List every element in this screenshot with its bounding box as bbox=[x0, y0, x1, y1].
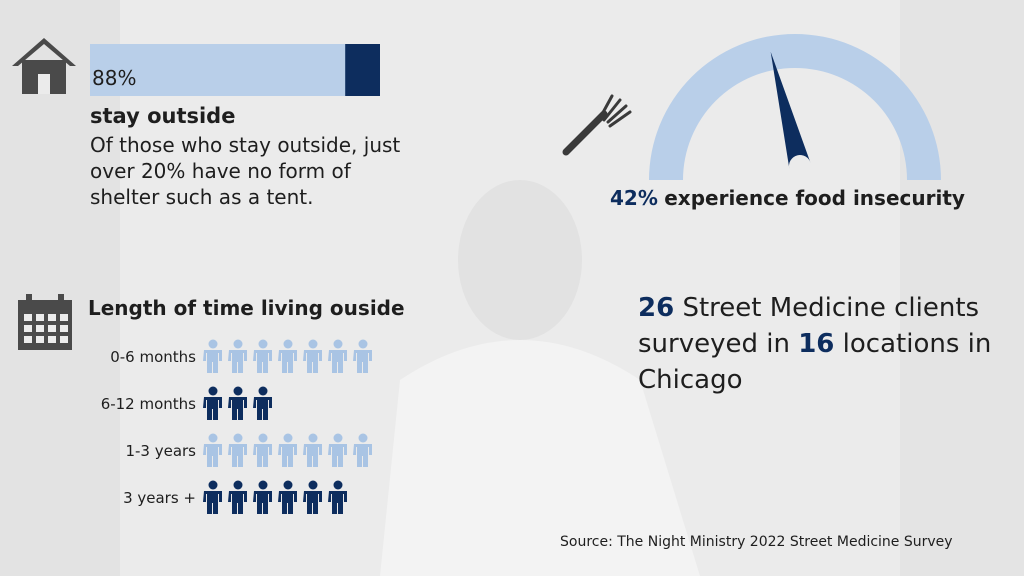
person-icon bbox=[233, 339, 243, 349]
source: Source: The Night Ministry 2022 Street M… bbox=[560, 534, 953, 550]
person-icon bbox=[258, 480, 268, 490]
bar-label: stay outside bbox=[90, 104, 236, 128]
fork-icon bbox=[562, 94, 632, 156]
background-figure bbox=[380, 340, 700, 576]
pictogram-row bbox=[203, 339, 372, 373]
summary-text: locations in Chicago bbox=[638, 329, 992, 395]
locations-count: 16 bbox=[798, 329, 835, 359]
person-icon bbox=[203, 397, 222, 420]
pictogram-row bbox=[203, 386, 272, 420]
person-icon bbox=[278, 491, 297, 514]
person-icon bbox=[353, 350, 372, 373]
person-icon bbox=[333, 480, 343, 490]
row-label: 0-6 months bbox=[110, 348, 196, 366]
person-icon bbox=[253, 397, 272, 420]
background-building bbox=[900, 0, 1024, 576]
person-icon bbox=[258, 386, 268, 396]
person-icon bbox=[233, 386, 243, 396]
person-icon bbox=[233, 480, 243, 490]
person-icon bbox=[203, 444, 222, 467]
summary: 26 Street Medicine clients surveyed in 1… bbox=[638, 290, 998, 398]
pictogram-row bbox=[203, 433, 372, 467]
person-icon bbox=[228, 350, 247, 373]
person-icon bbox=[208, 386, 218, 396]
row-label: 3 years + bbox=[123, 489, 196, 507]
bar bbox=[90, 44, 346, 96]
person-icon bbox=[228, 444, 247, 467]
summary-text: Street Medicine clients surveyed in bbox=[638, 293, 980, 359]
gauge-arc bbox=[649, 34, 941, 180]
person-icon bbox=[278, 350, 297, 373]
person-icon bbox=[203, 350, 222, 373]
person-icon bbox=[208, 433, 218, 443]
clients-count: 26 bbox=[638, 293, 675, 323]
gauge-needle bbox=[770, 51, 811, 169]
person-icon bbox=[328, 444, 347, 467]
person-icon bbox=[353, 444, 372, 467]
person-icon bbox=[233, 433, 243, 443]
person-icon bbox=[253, 444, 272, 467]
bar-value-label: 88% bbox=[92, 66, 137, 90]
person-icon bbox=[203, 491, 222, 514]
gauge-caption: 42% experience food insecurity bbox=[610, 186, 965, 210]
person-icon bbox=[308, 480, 318, 490]
person-icon bbox=[303, 350, 322, 373]
person-icon bbox=[283, 339, 293, 349]
person-icon bbox=[208, 480, 218, 490]
person-icon bbox=[328, 491, 347, 514]
person-icon bbox=[228, 491, 247, 514]
person-icon bbox=[278, 444, 297, 467]
person-icon bbox=[308, 339, 318, 349]
person-icon bbox=[333, 339, 343, 349]
background-figure bbox=[458, 180, 582, 340]
person-icon bbox=[303, 491, 322, 514]
person-icon bbox=[258, 339, 268, 349]
person-icon bbox=[358, 339, 368, 349]
person-icon bbox=[208, 339, 218, 349]
caption: Of those who stay outside, just over 20%… bbox=[90, 133, 401, 209]
pictogram-title: Length of time living ouside bbox=[88, 296, 405, 320]
person-icon bbox=[228, 397, 247, 420]
person-icon bbox=[283, 480, 293, 490]
pictogram-row bbox=[203, 480, 347, 514]
person-icon bbox=[308, 433, 318, 443]
house-icon bbox=[12, 38, 76, 94]
person-icon bbox=[253, 350, 272, 373]
person-icon bbox=[253, 491, 272, 514]
person-icon bbox=[333, 433, 343, 443]
person-icon bbox=[328, 350, 347, 373]
gauge-value-label: 42% bbox=[610, 186, 658, 210]
gauge-title: experience food insecurity bbox=[664, 186, 965, 210]
person-icon bbox=[258, 433, 268, 443]
row-label: 1-3 years bbox=[125, 442, 196, 460]
person-icon bbox=[358, 433, 368, 443]
person-icon bbox=[283, 433, 293, 443]
row-label: 6-12 months bbox=[100, 395, 196, 413]
person-icon bbox=[303, 444, 322, 467]
calendar-icon bbox=[18, 294, 72, 350]
